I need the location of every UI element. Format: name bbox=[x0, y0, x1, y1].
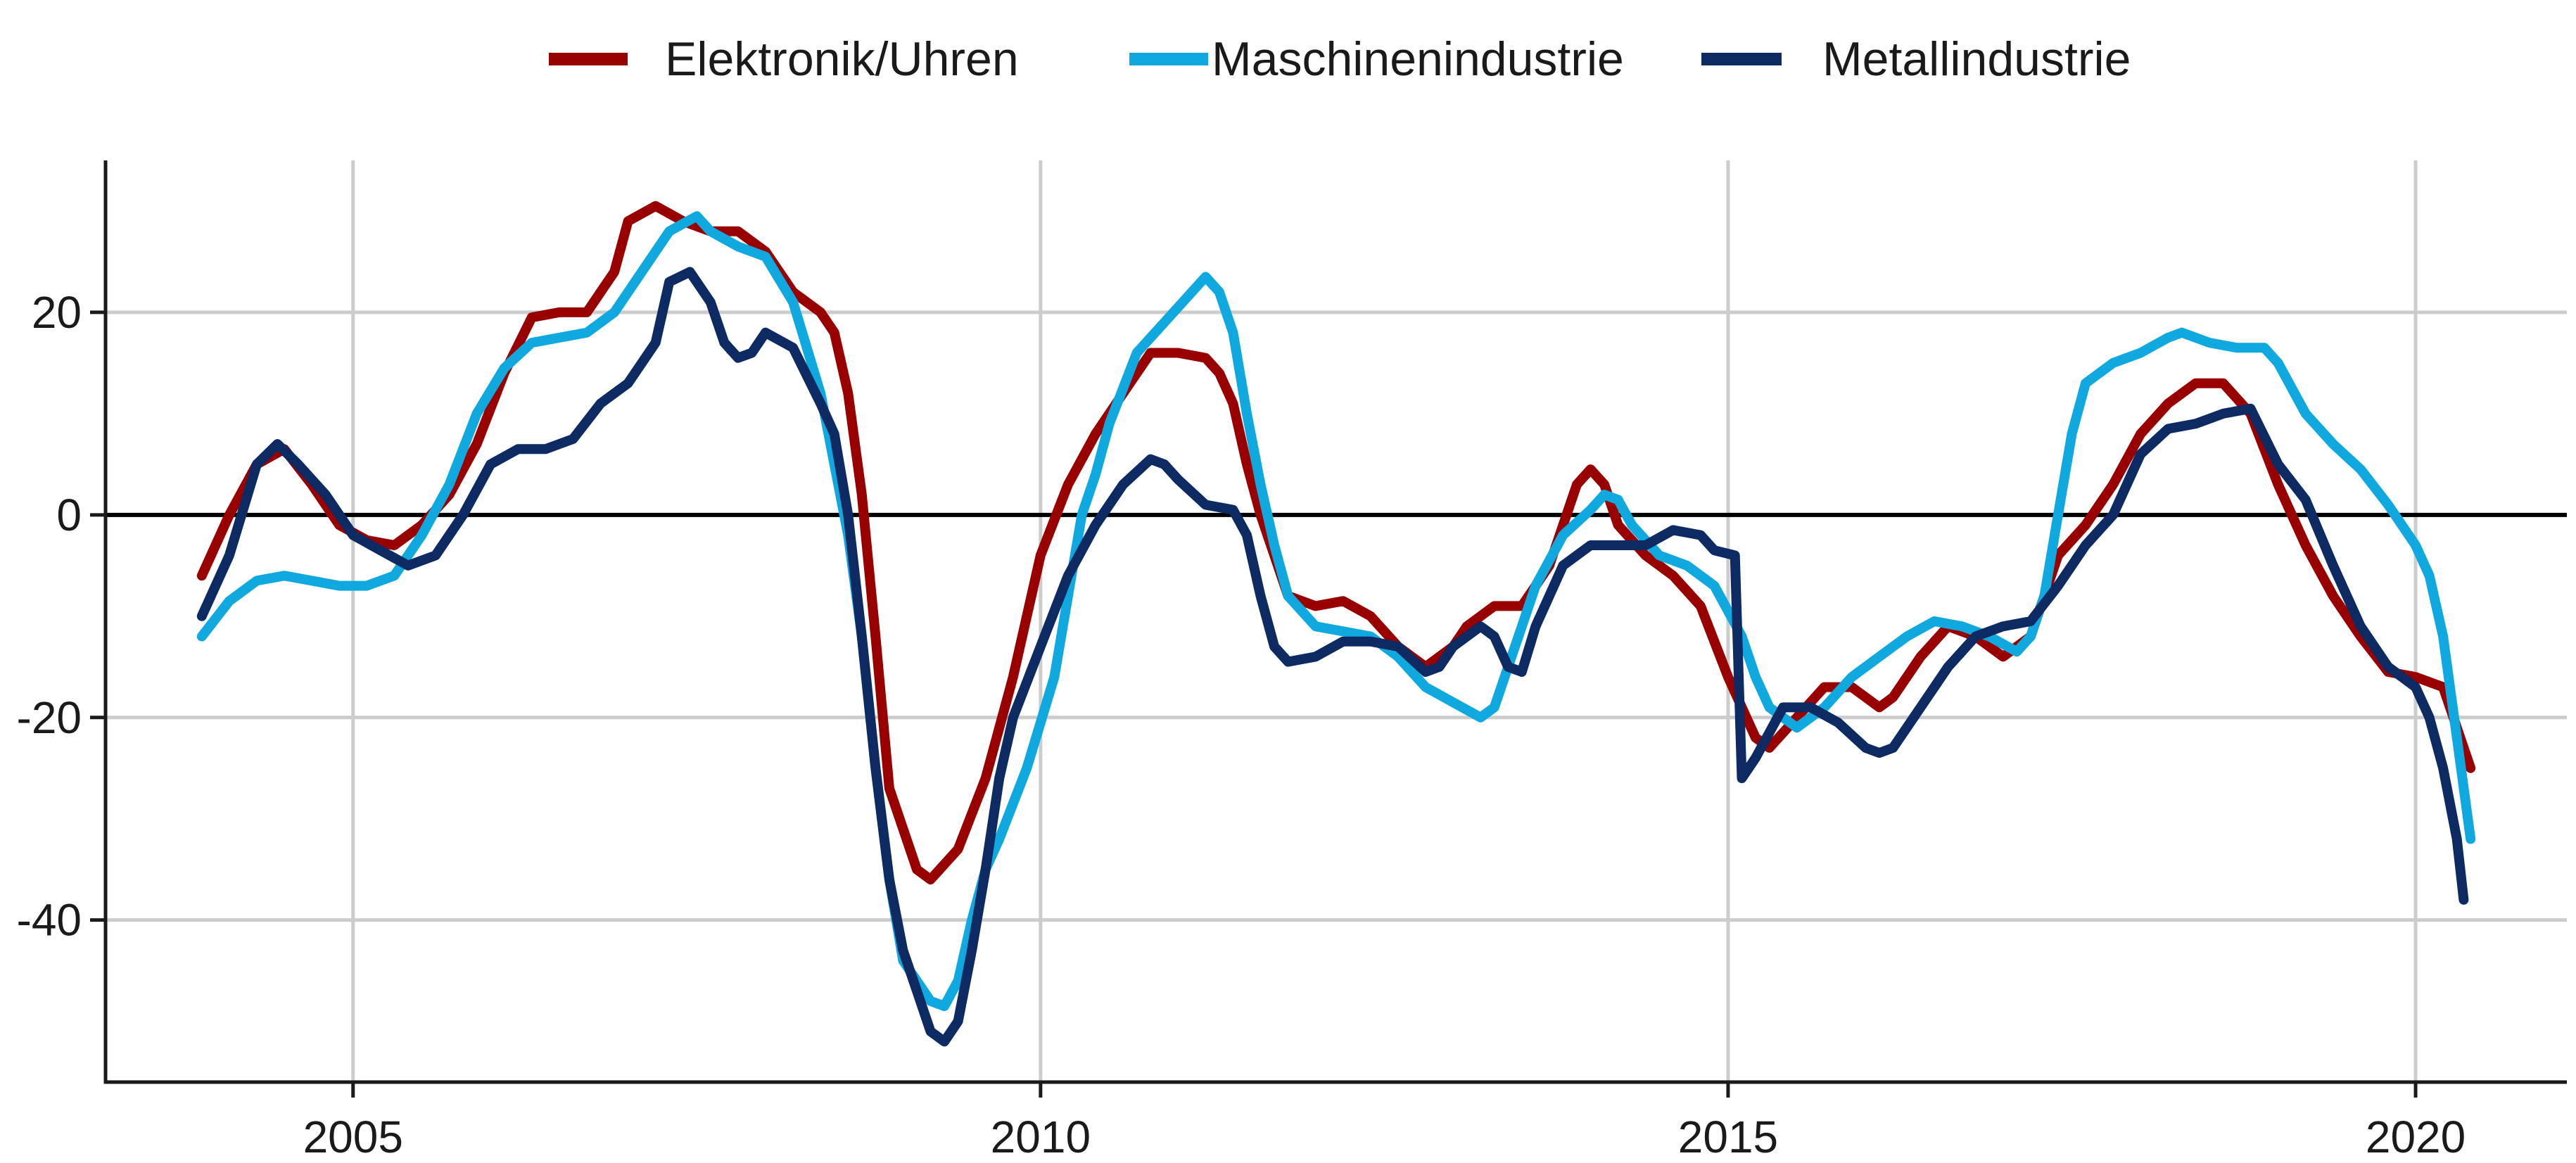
legend-item-maschinenindustrie: Maschinenindustrie bbox=[1129, 32, 1624, 86]
legend: Elektronik/Uhren Maschinenindustrie Meta… bbox=[549, 32, 2131, 86]
legend-item-elektronik-uhren: Elektronik/Uhren bbox=[549, 32, 1019, 86]
series-line-metallindustrie bbox=[196, 267, 2469, 1047]
series-line-elektronik-uhren bbox=[196, 201, 2476, 885]
legend-label-elektronik-uhren: Elektronik/Uhren bbox=[665, 32, 1019, 86]
x-tick-label-2005: 2005 bbox=[303, 1112, 403, 1162]
axes bbox=[103, 160, 2567, 1084]
legend-label-metallindustrie: Metallindustrie bbox=[1822, 32, 2131, 86]
series-layer bbox=[196, 201, 2476, 1047]
series-line-maschinenindustrie bbox=[196, 211, 2476, 1011]
x-tick-label-2010: 2010 bbox=[991, 1112, 1091, 1162]
legend-label-maschinenindustrie: Maschinenindustrie bbox=[1212, 32, 1624, 86]
x-tick-label-2015: 2015 bbox=[1678, 1112, 1778, 1162]
y-tick-label-20: 20 bbox=[32, 287, 82, 338]
y-tick-label--40: -40 bbox=[17, 895, 82, 946]
x-tick-label-2020: 2020 bbox=[2366, 1112, 2466, 1162]
y-tick-label--20: -20 bbox=[17, 692, 82, 743]
tick-labels: 2005 2010 2015 2020 -40 -20 0 20 bbox=[17, 287, 2466, 1162]
legend-item-metallindustrie: Metallindustrie bbox=[1701, 32, 2131, 86]
y-tick-label-0: 0 bbox=[56, 490, 82, 540]
gridlines bbox=[106, 160, 2567, 1082]
